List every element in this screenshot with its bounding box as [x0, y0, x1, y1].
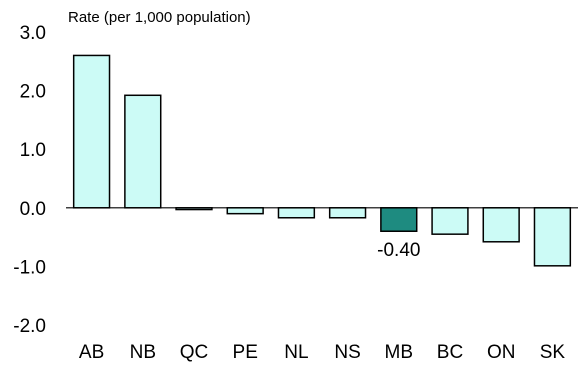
x-tick-label: AB	[79, 342, 104, 363]
y-axis-label: Rate (per 1,000 population)	[68, 9, 251, 26]
x-tick-labels: AB NB QC PE NL NS MB BC ON SK	[79, 342, 565, 363]
y-tick-labels: 3.0 2.0 1.0 0.0 -1.0 -2.0	[13, 23, 46, 337]
x-tick-label: MB	[385, 342, 414, 363]
x-tick-label: NS	[334, 342, 360, 363]
x-tick-label: QC	[180, 342, 209, 363]
bar-nb	[124, 94, 162, 209]
y-tick-label: -2.0	[13, 316, 46, 337]
bar-ns	[328, 207, 367, 219]
y-tick-label: 2.0	[20, 82, 46, 103]
x-tick-label: NL	[284, 342, 308, 363]
x-tick-label: NB	[130, 342, 156, 363]
data-label: -0.40	[377, 240, 420, 261]
x-tick-label: BC	[437, 342, 463, 363]
y-tick-label: 1.0	[20, 140, 46, 161]
x-tick-label: SK	[540, 342, 566, 363]
bar-mb	[380, 207, 418, 232]
bar-ab	[72, 54, 111, 209]
y-tick-label: 3.0	[20, 23, 46, 44]
bar-sk	[533, 207, 572, 267]
x-tick-label: PE	[233, 342, 258, 363]
y-tick-label: -1.0	[13, 257, 46, 278]
bars	[72, 54, 572, 267]
y-tick-label: 0.0	[20, 199, 46, 220]
bar-bc	[431, 207, 469, 235]
bar-pe	[226, 207, 264, 215]
data-labels: -0.40	[377, 240, 420, 261]
bar-on	[482, 207, 520, 243]
x-tick-label: ON	[487, 342, 516, 363]
bar-nl	[277, 207, 316, 219]
